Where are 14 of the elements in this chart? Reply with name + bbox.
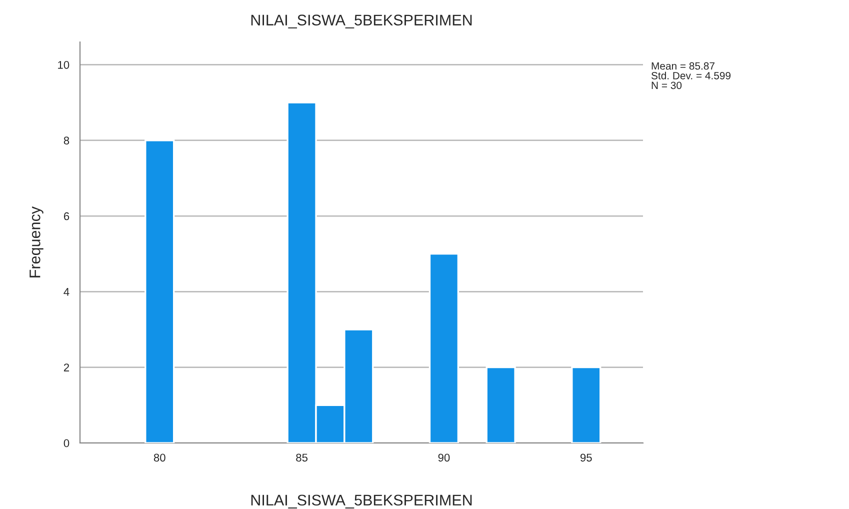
- chart-title: NILAI_SISWA_5BEKSPERIMEN: [251, 14, 472, 28]
- y-tick-label: 0: [64, 439, 70, 448]
- y-tick-label: 6: [64, 212, 70, 220]
- y-tick-label: 10: [58, 60, 70, 69]
- x-tick-label: 85: [296, 454, 308, 462]
- x-tick-label: 90: [438, 454, 450, 462]
- x-tick-label: 80: [154, 454, 166, 462]
- y-tick-label: 8: [64, 136, 70, 144]
- y-tick-label: 2: [64, 364, 70, 372]
- text: Mean = 85.87 Std. Dev. = 4.599 N = 30: [651, 62, 731, 90]
- y-axis-title: Frequency: [30, 206, 44, 278]
- x-axis-title: NILAI_SISWA_5BEKSPERIMEN: [251, 494, 472, 508]
- x-tick-label: 95: [580, 454, 592, 462]
- y-tick-label: 4: [64, 288, 70, 296]
